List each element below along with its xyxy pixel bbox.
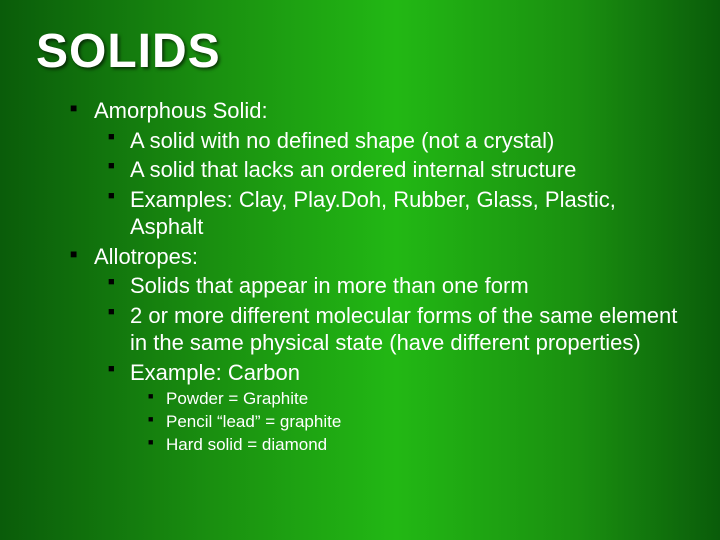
bullet-list: Amorphous Solid: A solid with no defined…	[36, 97, 684, 456]
slide: SOLIDS Amorphous Solid: A solid with no …	[0, 0, 720, 540]
list-item: Example: Carbon	[130, 359, 684, 387]
list-item: Pencil “lead” = graphite	[166, 411, 684, 433]
list-item: A solid with no defined shape (not a cry…	[130, 127, 684, 155]
list-item: Solids that appear in more than one form	[130, 272, 684, 300]
list-item: Amorphous Solid:	[94, 97, 684, 125]
list-item: A solid that lacks an ordered internal s…	[130, 156, 684, 184]
list-item: Hard solid = diamond	[166, 434, 684, 456]
list-item: Allotropes:	[94, 243, 684, 271]
list-item: Powder = Graphite	[166, 388, 684, 410]
slide-title: SOLIDS	[36, 24, 684, 79]
list-item: 2 or more different molecular forms of t…	[130, 302, 684, 357]
list-item: Examples: Clay, Play.Doh, Rubber, Glass,…	[130, 186, 684, 241]
